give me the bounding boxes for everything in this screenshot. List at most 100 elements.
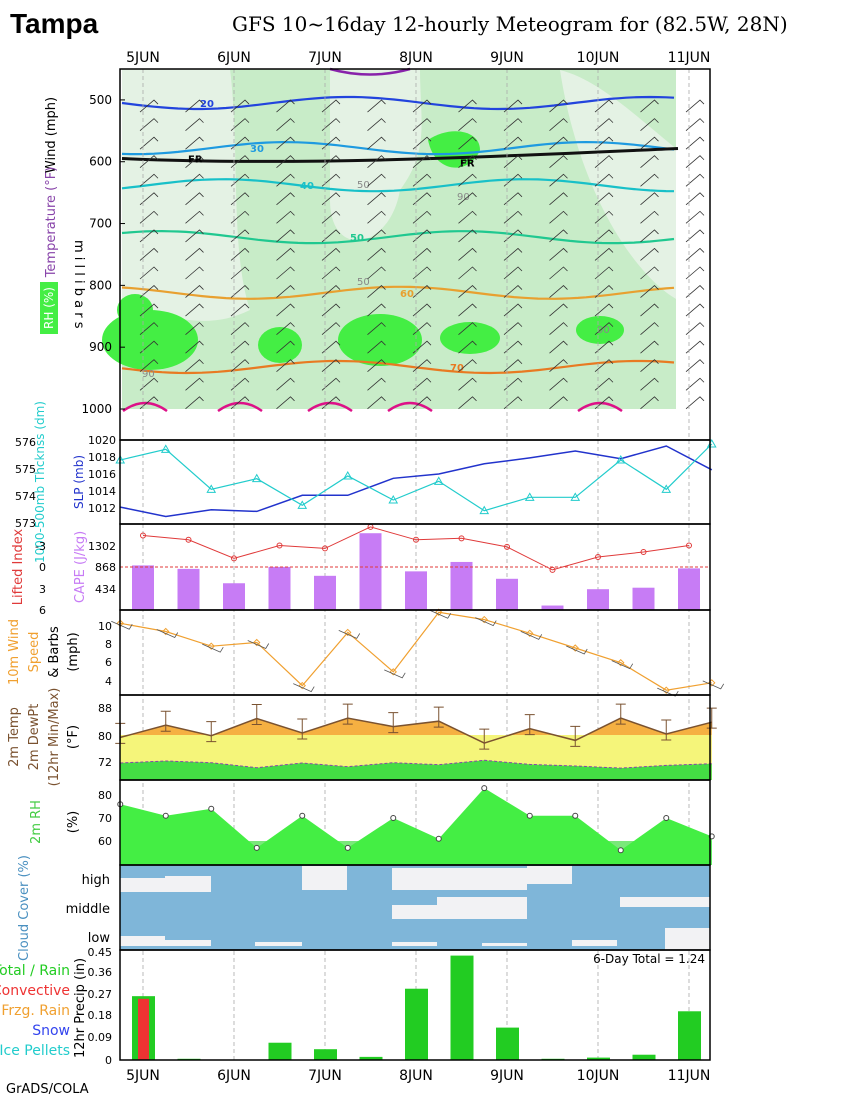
wind-barb — [276, 192, 295, 206]
wind-barb — [520, 630, 543, 640]
temp-tick-label: 80 — [98, 730, 112, 743]
isotherm-line — [121, 178, 675, 193]
wind-barb — [458, 118, 477, 131]
rh-legend-swatch — [40, 282, 58, 334]
moist-patch-low — [258, 327, 302, 363]
precip-legend-label: Total / Rain — [0, 963, 70, 979]
temp-error-bar — [661, 719, 672, 741]
rh-marker — [344, 844, 351, 851]
cape-bar — [541, 605, 564, 610]
wind-barb — [276, 377, 295, 391]
wind-barb — [458, 99, 477, 113]
date-label-bottom: 11JUN — [668, 1068, 711, 1084]
wind-tick-label: 4 — [105, 675, 112, 688]
dry-region-central — [330, 69, 422, 241]
temp-error-bar — [570, 725, 581, 747]
wind-barb — [276, 247, 295, 261]
wind-barb — [367, 247, 386, 261]
wind-barb — [458, 340, 477, 354]
wind-axis-label: & Barbs — [47, 626, 62, 678]
slp-tick-label: 1018 — [88, 451, 116, 464]
date-label-bottom: 8JUN — [399, 1068, 433, 1084]
precip-legend-label: Ice Pellets — [0, 1043, 70, 1059]
wind-barb — [685, 155, 705, 169]
isotherm-line — [307, 401, 353, 413]
wind-barb — [657, 687, 679, 697]
wind-barb — [549, 173, 568, 187]
wind-barb — [276, 322, 295, 335]
wind-barb — [185, 247, 204, 261]
cape-bar — [359, 533, 382, 610]
wind-tick-label: 8 — [105, 638, 112, 651]
wind-barb — [185, 118, 204, 131]
rh-contour-label: 90 — [457, 192, 470, 203]
temp-tick-label: 72 — [98, 756, 112, 769]
thickness-marker — [342, 470, 353, 480]
wind-speed-marker — [435, 608, 443, 616]
thickness-marker — [160, 444, 171, 453]
wind-speed-marker — [298, 681, 306, 690]
rh-marker — [390, 815, 397, 821]
wind-barb — [230, 359, 250, 373]
wind-barb — [185, 266, 204, 280]
wind-barb — [230, 285, 250, 298]
thickness-marker — [251, 473, 262, 483]
temp-axis-label: (12hr Min/Max) — [47, 688, 62, 787]
wind-barb — [139, 192, 159, 206]
credit-footer: GrADS/COLA — [6, 1082, 89, 1097]
precip-axis-label: 12hr Precip (in) — [73, 958, 88, 1058]
wind-barb — [412, 303, 432, 317]
cloud-clear-patch — [120, 878, 165, 892]
wind-barb — [230, 340, 250, 354]
rh-marker — [253, 844, 260, 851]
slp-tick-label: 1020 — [88, 434, 116, 447]
wind-tick-label: 6 — [105, 656, 112, 669]
wind-barb — [412, 340, 432, 354]
wind-barb — [503, 285, 523, 298]
rh-area — [120, 788, 712, 865]
wind-barb — [230, 322, 250, 335]
isotherm-line — [121, 140, 675, 156]
wind-barb — [139, 377, 159, 391]
precip-bar — [359, 1056, 383, 1060]
cloud-layer-label: middle — [66, 902, 110, 917]
wind-speed-marker — [480, 615, 488, 624]
wind-axis-label: (mph) — [66, 632, 81, 671]
wind-speed-marker — [662, 686, 670, 694]
wind-barb — [549, 210, 568, 224]
rh-marker — [663, 815, 670, 821]
date-label-bottom: 6JUN — [217, 1068, 251, 1084]
precip-bar — [450, 955, 474, 1060]
wind-barb — [185, 210, 204, 224]
thickness-marker — [479, 505, 490, 515]
wind-barb — [412, 136, 432, 150]
cloud-clear-patch — [165, 876, 211, 892]
wind-barb — [321, 247, 341, 261]
wind-barb — [503, 359, 523, 373]
precip-bar — [268, 1042, 292, 1060]
li-marker — [231, 555, 237, 562]
wind-barb — [139, 247, 159, 261]
wind-barb — [640, 340, 659, 354]
li-marker — [322, 545, 328, 552]
slp-tick-label: 1014 — [88, 485, 116, 498]
wind-speed-marker — [207, 642, 215, 650]
wind-barb — [640, 377, 659, 391]
wind-barb — [549, 229, 568, 243]
precip-tick-label: 0.36 — [88, 966, 113, 979]
li-marker — [276, 542, 283, 549]
rh-axis-label: (%) — [66, 811, 81, 834]
wind-barb — [458, 359, 477, 373]
wind-barb — [367, 340, 386, 354]
wind-barb — [685, 173, 705, 187]
wind-barb — [640, 285, 659, 298]
li-tick-label: -3 — [35, 540, 46, 553]
wind-barb — [640, 192, 659, 206]
wind-barb — [594, 155, 614, 169]
wind-barb — [321, 340, 341, 354]
wind-barb — [367, 285, 386, 298]
wind-barb — [185, 229, 204, 243]
wind-barb — [412, 210, 432, 224]
wind-barb — [247, 640, 270, 650]
thickness-marker — [570, 492, 581, 501]
